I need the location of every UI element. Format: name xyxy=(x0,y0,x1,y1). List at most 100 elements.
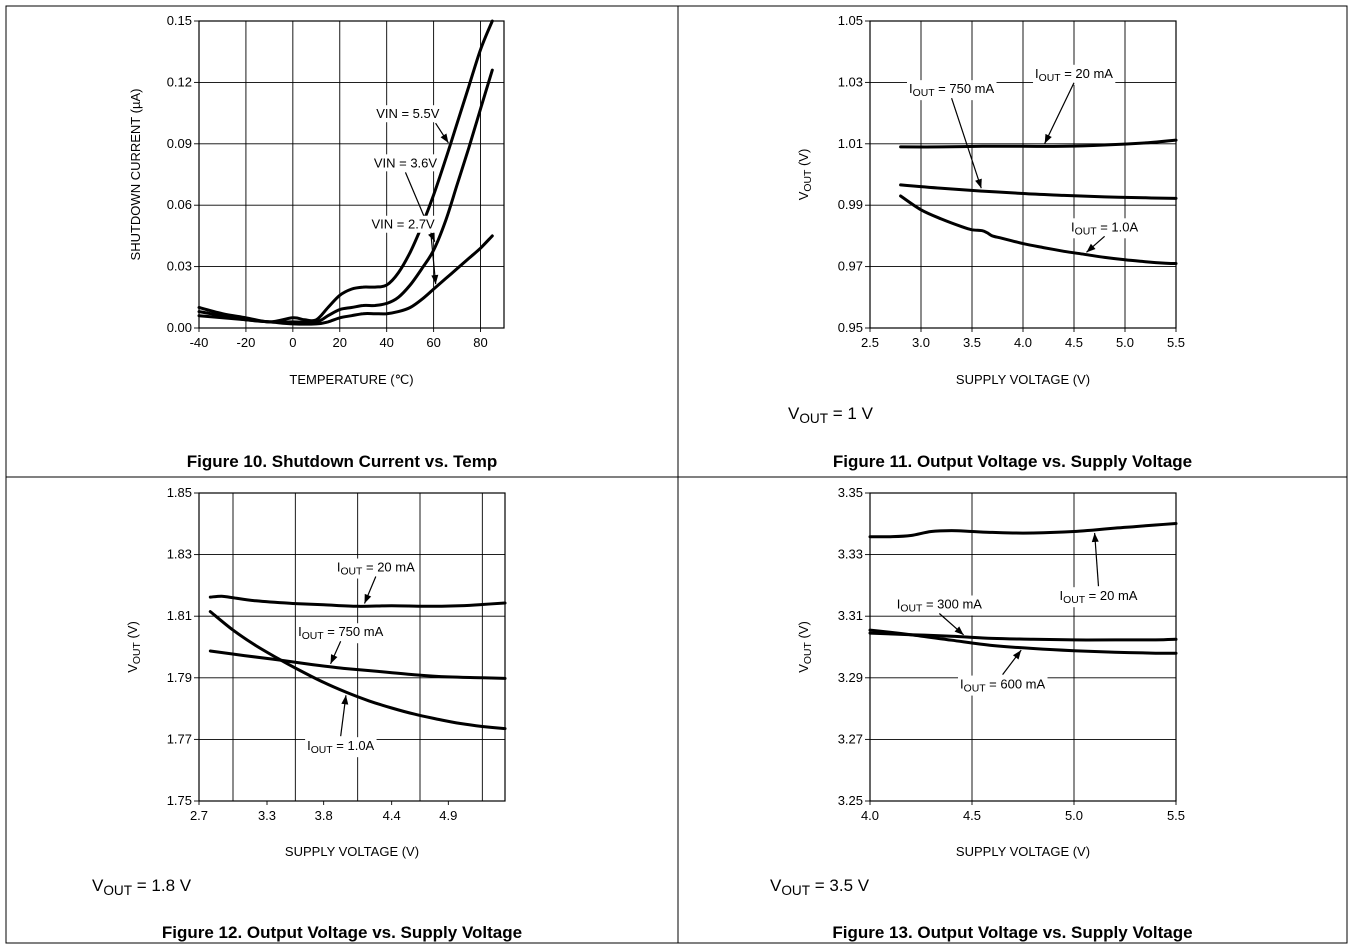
y-tick-label: 0.03 xyxy=(167,259,192,274)
x-tick-label: -20 xyxy=(237,335,256,350)
x-tick-label: 3.5 xyxy=(963,335,981,350)
y-axis-label: SHUTDOWN CURRENT (µA) xyxy=(128,89,143,261)
series-line xyxy=(197,234,494,326)
annotation-bg xyxy=(894,595,985,616)
annotation-bg xyxy=(374,105,442,123)
figure-caption: Figure 11. Output Voltage vs. Supply Vol… xyxy=(833,452,1192,471)
figure-13: 3.25 3.27 3.29 3.31 3.33 3.35 4.0 4.5 5.0 5.5 SUPP… xyxy=(770,485,1193,942)
x-tick-label: 0 xyxy=(289,335,296,350)
x-tick-label: 4.4 xyxy=(383,808,401,823)
x-tick-label: 2.7 xyxy=(190,808,208,823)
y-tick-label: 0.15 xyxy=(167,13,192,28)
x-tick-label: 4.9 xyxy=(439,808,457,823)
arrow-head xyxy=(954,626,964,635)
y-tick-label: 0.97 xyxy=(838,259,863,274)
x-tick-label: 2.5 xyxy=(861,335,879,350)
annotation-bg xyxy=(334,558,418,579)
x-tick-label: 5.0 xyxy=(1065,808,1083,823)
y-tick-label: 1.03 xyxy=(838,74,863,89)
y-tick-label: 1.77 xyxy=(167,731,192,746)
plot-frame xyxy=(198,20,505,329)
y-tick-label: 1.85 xyxy=(167,485,192,500)
y-tick-label: 3.29 xyxy=(838,670,863,685)
x-tick-label: 4.0 xyxy=(861,808,879,823)
y-tick-label: 3.27 xyxy=(838,731,863,746)
y-tick-label: 1.75 xyxy=(167,793,192,808)
x-tick-label: 5.5 xyxy=(1167,335,1185,350)
y-tick-label: 1.83 xyxy=(167,547,192,562)
annotation-arrow xyxy=(951,97,982,189)
series-line xyxy=(208,649,507,680)
y-tick-label: 0.00 xyxy=(167,320,192,335)
y-tick-label: 0.12 xyxy=(167,74,192,89)
series-annotation: IOUT = 750 mA xyxy=(298,624,384,642)
x-tick-label: 40 xyxy=(379,335,393,350)
series-annotation: IOUT = 20 mA xyxy=(1035,66,1113,84)
x-tick-label: 3.8 xyxy=(315,808,333,823)
annotation-bg xyxy=(369,215,438,233)
x-tick-label: -40 xyxy=(190,335,209,350)
y-tick-label: 3.31 xyxy=(838,608,863,623)
y-axis-label: VOUT (V) xyxy=(125,621,143,673)
figure-11: 0.95 0.97 0.99 1.01 1.03 1.05 2.5 3.0 3.5 4.0 4.5 5… xyxy=(788,13,1192,471)
y-axis-label: VOUT (V) xyxy=(796,149,814,201)
y-tick-label: 0.95 xyxy=(838,320,863,335)
x-tick-label: 5.0 xyxy=(1116,335,1134,350)
annotation-bg xyxy=(958,675,1048,696)
x-axis-label: TEMPERATURE (℃) xyxy=(289,372,413,387)
series-annotation: IOUT = 750 mA xyxy=(909,81,995,99)
series-line xyxy=(197,68,494,324)
y-tick-label: 0.99 xyxy=(838,197,863,212)
series-annotation: IOUT = 20 mA xyxy=(1060,588,1138,606)
y-tick-label: 3.33 xyxy=(838,547,863,562)
arrow-head xyxy=(1086,243,1096,253)
series-annotation: IOUT = 1.0A xyxy=(1071,219,1138,237)
figure-caption: Figure 10. Shutdown Current vs. Temp xyxy=(187,452,497,471)
y-tick-label: 1.05 xyxy=(838,13,863,28)
series-annotation: VIN = 2.7V xyxy=(371,217,435,232)
annotation-bg xyxy=(1033,64,1116,85)
series-line xyxy=(208,594,507,608)
annotation-bg xyxy=(305,737,377,758)
figure-caption: Figure 12. Output Voltage vs. Supply Vol… xyxy=(162,923,522,942)
series-annotation: IOUT = 600 mA xyxy=(960,677,1046,695)
y-tick-label: 0.06 xyxy=(167,197,192,212)
arrow-head xyxy=(975,178,982,189)
x-axis-label: SUPPLY VOLTAGE (V) xyxy=(285,844,419,859)
x-tick-label: 4.5 xyxy=(963,808,981,823)
y-tick-label: 3.25 xyxy=(838,793,863,808)
x-axis-label: SUPPLY VOLTAGE (V) xyxy=(956,372,1090,387)
y-tick-label: 0.09 xyxy=(167,136,192,151)
condition-note: VOUT = 1.8 V xyxy=(92,876,192,898)
x-tick-label: 3.0 xyxy=(912,335,930,350)
arrow-head xyxy=(330,654,338,664)
arrow-head xyxy=(341,695,349,705)
arrow-head xyxy=(440,133,449,143)
annotation-bg xyxy=(296,623,386,644)
plot-frame xyxy=(198,492,506,802)
figure-cell-13 xyxy=(677,476,1348,944)
annotation-bg xyxy=(907,80,997,101)
annotation-bg xyxy=(1069,218,1141,239)
x-tick-label: 80 xyxy=(473,335,487,350)
series-line xyxy=(197,19,494,324)
arrow-head xyxy=(1012,650,1022,660)
figure-10: 0.00 0.03 0.06 0.09 0.12 0.15 -40 -20 0 20 40 60 80 T… xyxy=(128,13,505,471)
x-tick-label: 4.5 xyxy=(1065,335,1083,350)
series-line xyxy=(868,628,1178,655)
condition-note: VOUT = 3.5 V xyxy=(770,876,870,898)
figure-cell-12 xyxy=(5,476,679,944)
series-annotation: IOUT = 300 mA xyxy=(897,597,983,615)
x-tick-label: 4.0 xyxy=(1014,335,1032,350)
figure-caption: Figure 13. Output Voltage vs. Supply Vol… xyxy=(832,923,1192,942)
x-tick-label: 3.3 xyxy=(258,808,276,823)
y-axis-label: VOUT (V) xyxy=(796,621,814,673)
figure-cell-10 xyxy=(5,5,679,478)
x-tick-label: 5.5 xyxy=(1167,808,1185,823)
plot-frame xyxy=(869,492,1177,802)
arrow-head xyxy=(431,274,439,285)
arrow-head xyxy=(1091,532,1099,543)
series-line xyxy=(868,522,1178,539)
series-line xyxy=(899,183,1178,200)
